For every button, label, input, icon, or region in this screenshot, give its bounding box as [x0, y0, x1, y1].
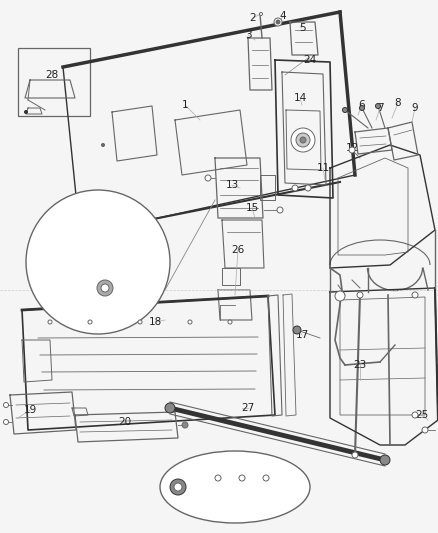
Circle shape: [380, 455, 390, 465]
Text: 8: 8: [395, 98, 401, 108]
Ellipse shape: [160, 451, 310, 523]
Circle shape: [305, 185, 311, 191]
Circle shape: [102, 143, 105, 147]
Circle shape: [296, 133, 310, 147]
Circle shape: [263, 475, 269, 481]
Text: 18: 18: [148, 317, 162, 327]
Circle shape: [335, 291, 345, 301]
Circle shape: [412, 412, 418, 418]
Text: 11: 11: [316, 163, 330, 173]
Text: 22: 22: [293, 485, 307, 495]
Circle shape: [101, 284, 109, 292]
Text: 28: 28: [46, 70, 59, 80]
Text: 7: 7: [377, 103, 383, 113]
Circle shape: [375, 103, 381, 109]
Circle shape: [188, 320, 192, 324]
Circle shape: [412, 292, 418, 298]
Circle shape: [349, 147, 355, 153]
Text: 1: 1: [182, 100, 188, 110]
Circle shape: [228, 320, 232, 324]
Circle shape: [170, 479, 186, 495]
Circle shape: [422, 427, 428, 433]
Circle shape: [357, 292, 363, 298]
Circle shape: [343, 108, 347, 112]
Text: 23: 23: [353, 360, 367, 370]
Text: 20: 20: [118, 417, 131, 427]
Circle shape: [4, 402, 8, 408]
Text: 16: 16: [68, 243, 81, 253]
Circle shape: [292, 185, 298, 191]
Circle shape: [352, 452, 358, 458]
Circle shape: [182, 422, 188, 428]
Circle shape: [239, 475, 245, 481]
Text: 19: 19: [23, 405, 37, 415]
Bar: [18, 48, 90, 116]
Circle shape: [300, 137, 306, 143]
Circle shape: [259, 12, 262, 15]
Circle shape: [138, 320, 142, 324]
Text: 13: 13: [226, 180, 239, 190]
Text: 21: 21: [188, 479, 201, 489]
Circle shape: [277, 207, 283, 213]
Circle shape: [360, 106, 364, 110]
Text: 2: 2: [250, 13, 256, 23]
Text: 17: 17: [295, 330, 309, 340]
Text: 15: 15: [245, 203, 258, 213]
Circle shape: [174, 483, 182, 491]
Text: 25: 25: [415, 410, 429, 420]
Text: 5: 5: [299, 23, 305, 33]
Circle shape: [215, 475, 221, 481]
Text: 6: 6: [359, 100, 365, 110]
Circle shape: [4, 419, 8, 424]
Circle shape: [25, 110, 28, 114]
Text: 24: 24: [304, 55, 317, 65]
Text: 9: 9: [412, 103, 418, 113]
Text: 14: 14: [293, 93, 307, 103]
Circle shape: [293, 326, 301, 334]
Circle shape: [274, 18, 282, 26]
Circle shape: [88, 320, 92, 324]
Text: 26: 26: [231, 245, 245, 255]
Circle shape: [165, 403, 175, 413]
Circle shape: [97, 280, 113, 296]
Circle shape: [276, 20, 280, 24]
Circle shape: [26, 190, 170, 334]
Text: 12: 12: [346, 143, 359, 153]
Circle shape: [205, 175, 211, 181]
Text: 27: 27: [241, 403, 254, 413]
Circle shape: [291, 128, 315, 152]
Circle shape: [48, 320, 52, 324]
Text: 4: 4: [280, 11, 286, 21]
Text: 3: 3: [245, 30, 251, 40]
